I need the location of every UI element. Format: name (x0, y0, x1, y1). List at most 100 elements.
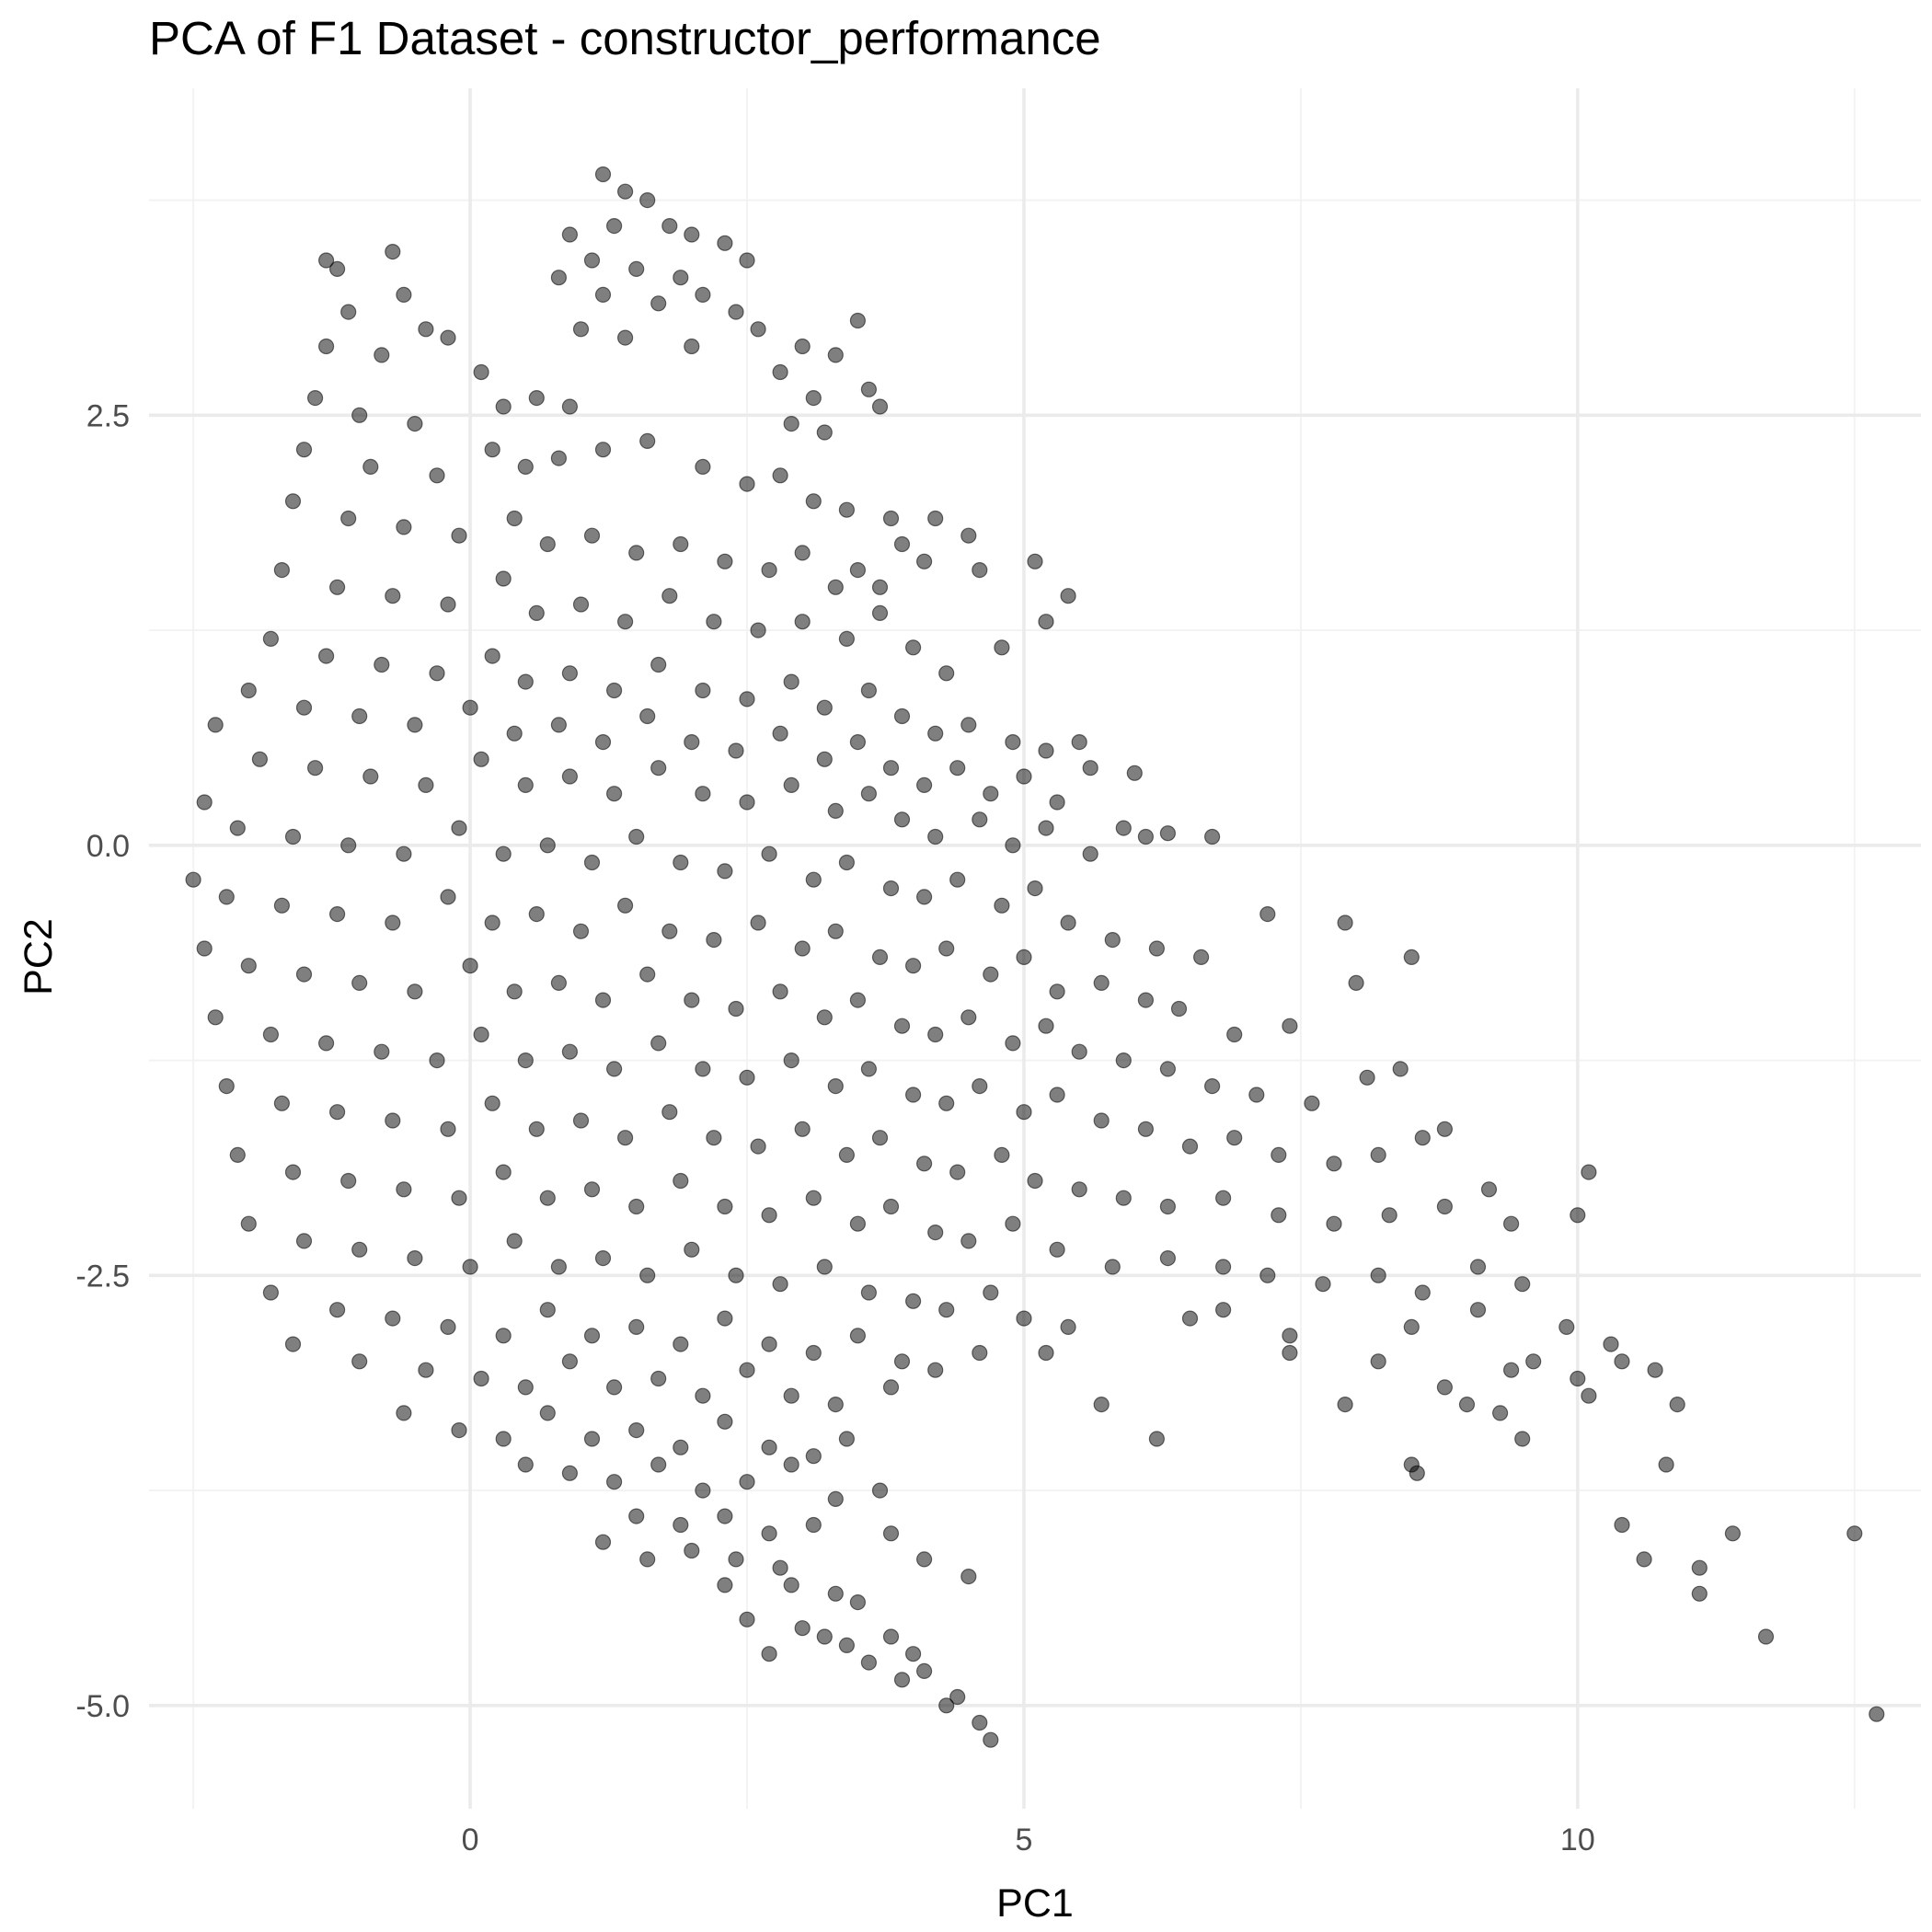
data-point (329, 1302, 346, 1318)
data-point (616, 183, 634, 200)
data-point (440, 1121, 456, 1137)
data-point (783, 1456, 799, 1473)
data-point (484, 1095, 500, 1111)
data-point (396, 519, 412, 535)
data-point (473, 1370, 489, 1387)
data-point (440, 596, 456, 613)
data-point (1525, 1353, 1542, 1370)
data-point (882, 1628, 900, 1645)
y-tick-label: -5.0 (75, 1689, 130, 1724)
data-point (717, 863, 733, 880)
data-point (639, 966, 656, 983)
data-point (772, 1559, 788, 1576)
data-point (838, 630, 856, 648)
data-point (1436, 1198, 1454, 1215)
data-point (340, 1172, 357, 1190)
data-point (1392, 1061, 1409, 1077)
data-point (728, 1267, 744, 1283)
data-point (860, 1284, 878, 1301)
data-point (329, 260, 346, 277)
data-point (1403, 1318, 1420, 1336)
data-point (1214, 1190, 1232, 1206)
data-point (374, 656, 390, 673)
data-point (484, 914, 500, 931)
data-point (396, 1405, 412, 1421)
data-point (1403, 949, 1420, 966)
data-point (695, 286, 711, 303)
data-point (605, 1379, 623, 1396)
data-point (706, 931, 722, 949)
data-point (650, 760, 667, 776)
data-point (1502, 1362, 1520, 1378)
data-point (229, 820, 246, 836)
data-point (1647, 1362, 1663, 1378)
data-point (673, 1439, 689, 1455)
data-point (1614, 1516, 1630, 1534)
data-point (915, 553, 933, 569)
data-point (1093, 974, 1110, 992)
data-point (927, 828, 944, 845)
data-point (1570, 1207, 1586, 1224)
data-point (805, 1516, 822, 1534)
data-point (860, 786, 878, 802)
data-point (594, 733, 612, 751)
data-point (650, 295, 667, 312)
data-point (639, 1551, 656, 1568)
data-point (362, 458, 379, 475)
data-point (739, 794, 755, 811)
data-point (650, 656, 667, 673)
data-point (329, 905, 346, 923)
data-point (196, 940, 213, 957)
data-point (539, 837, 556, 854)
data-point (583, 252, 601, 269)
data-point (605, 682, 623, 699)
data-point (307, 390, 324, 407)
data-point (1038, 820, 1054, 836)
data-point (972, 1344, 988, 1362)
data-point (915, 1662, 933, 1680)
data-point (717, 1508, 733, 1524)
data-point (207, 1009, 224, 1026)
data-point (783, 1577, 799, 1593)
data-point (739, 1611, 755, 1627)
data-point (451, 820, 467, 836)
data-point (1370, 1146, 1386, 1164)
data-point (385, 914, 401, 931)
data-point (295, 966, 313, 983)
data-point (761, 1646, 777, 1662)
data-point (728, 1000, 744, 1018)
data-point (572, 1112, 590, 1129)
data-point (772, 1276, 788, 1293)
data-point (827, 923, 844, 939)
data-point (915, 1551, 933, 1568)
data-point (340, 510, 357, 527)
data-point (1016, 1310, 1032, 1327)
data-point (1414, 1284, 1431, 1301)
data-point (517, 673, 534, 690)
data-point (783, 416, 799, 432)
data-point (517, 776, 534, 794)
data-point (583, 1328, 601, 1344)
data-point (396, 845, 412, 862)
data-point (1115, 820, 1132, 836)
data-point (938, 1095, 955, 1111)
data-point (539, 1190, 556, 1206)
data-point (1326, 1156, 1342, 1172)
data-point (750, 1138, 766, 1155)
data-point (1259, 905, 1276, 923)
data-point (1337, 914, 1353, 931)
data-point (1159, 825, 1177, 842)
data-point (904, 958, 922, 974)
data-point (1558, 1318, 1575, 1336)
data-point (794, 1121, 811, 1137)
data-point (1049, 983, 1065, 1000)
data-point (240, 682, 257, 699)
data-point (761, 1525, 777, 1542)
data-point (949, 1688, 966, 1706)
data-point (838, 1637, 856, 1654)
data-point (1049, 1087, 1065, 1103)
data-point (1658, 1456, 1674, 1473)
data-point (717, 1198, 733, 1215)
data-point (1359, 1069, 1375, 1086)
data-point (1093, 1396, 1110, 1413)
